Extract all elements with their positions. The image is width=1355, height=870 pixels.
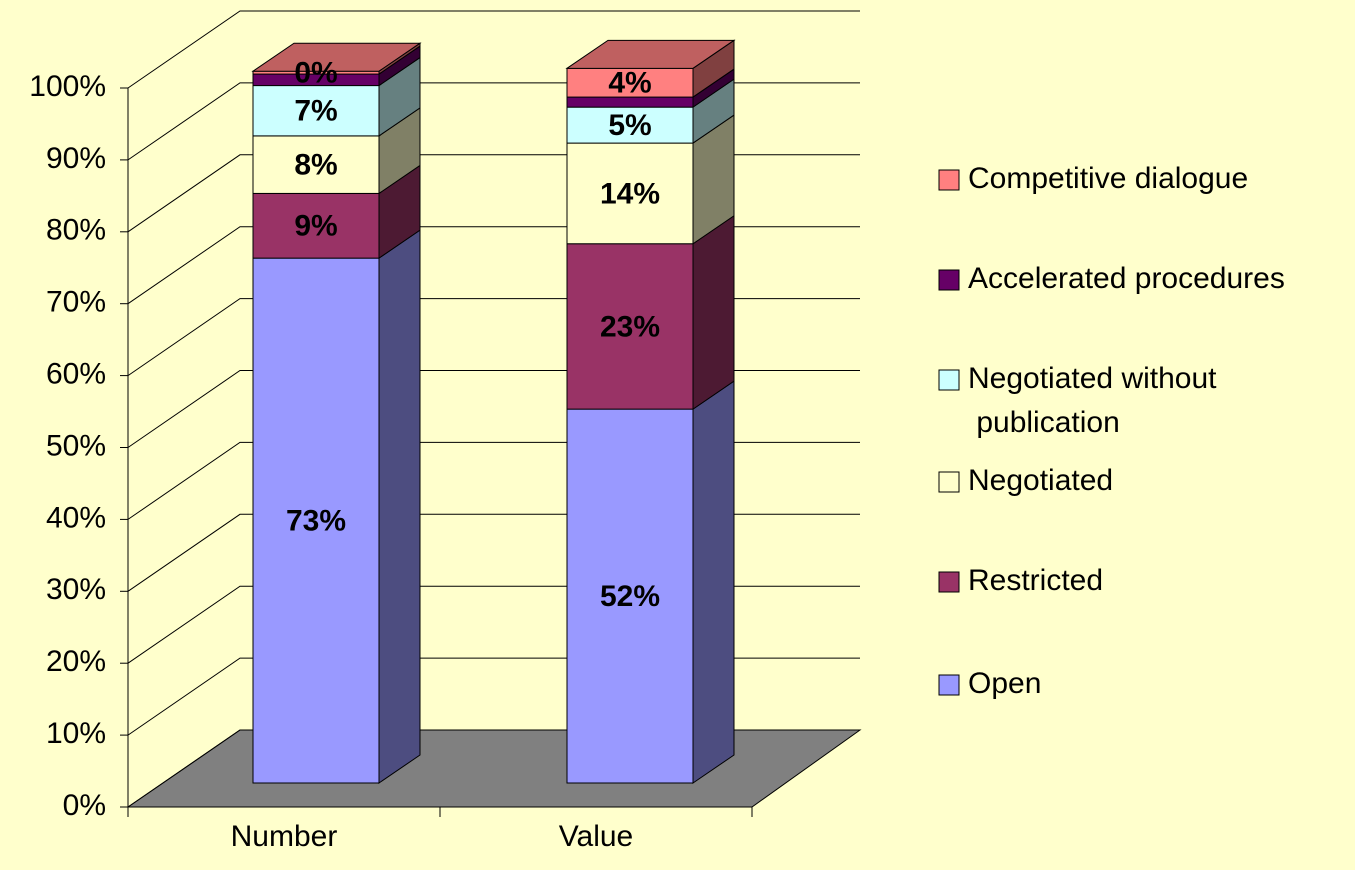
y-tick-label: 50% [46, 429, 106, 462]
legend-swatch [938, 571, 960, 593]
legend-swatch [938, 471, 960, 493]
x-tick-label: Number [231, 820, 338, 853]
data-label: 5% [608, 109, 651, 142]
legend-swatch [938, 269, 960, 291]
y-tick-label: 80% [46, 214, 106, 247]
bar [252, 85, 380, 137]
bar [566, 408, 694, 784]
y-tick-label: 20% [46, 645, 106, 678]
y-tick-label: 40% [46, 501, 106, 534]
data-label: 23% [600, 310, 660, 343]
legend-swatch [938, 369, 960, 391]
bar-side [692, 214, 735, 411]
y-tick-label: 70% [46, 286, 106, 319]
bar-side [692, 380, 735, 784]
legend-label-line: publication [968, 406, 1120, 439]
bar [566, 106, 694, 144]
floor [126, 729, 862, 808]
data-label: 9% [294, 210, 337, 243]
legend-swatch [938, 674, 960, 696]
y-tick-label: 100% [29, 70, 106, 103]
bar-side [378, 229, 421, 784]
bar [252, 135, 380, 194]
data-label: 52% [600, 580, 660, 613]
data-label: 14% [600, 177, 660, 210]
grid-line [127, 10, 860, 89]
y-tick-label: 30% [46, 573, 106, 606]
legend-label: Restricted [968, 564, 1103, 597]
bar [566, 142, 694, 245]
y-tick-label: 0% [63, 789, 106, 822]
y-tick-label: 10% [46, 717, 106, 750]
data-label: 0% [294, 57, 337, 90]
legend-label: Open [968, 667, 1041, 700]
bar-top [565, 39, 736, 69]
legend-label: Negotiated without publication [968, 362, 1217, 439]
legend-label: Accelerated procedures [968, 262, 1285, 295]
data-label: 73% [286, 504, 346, 537]
legend-swatch [938, 169, 960, 191]
legend-label: Competitive dialogue [968, 162, 1248, 195]
data-label: 7% [294, 95, 337, 128]
bar [252, 257, 380, 784]
legend-label: Negotiated [968, 464, 1113, 497]
bar [566, 243, 694, 410]
x-tick-label: Value [559, 820, 634, 853]
data-label: 8% [294, 149, 337, 182]
data-label: 4% [608, 67, 651, 100]
y-tick-label: 90% [46, 142, 106, 175]
bar-top [251, 42, 422, 72]
legend-label-line: Negotiated without [968, 362, 1217, 395]
y-tick-label: 60% [46, 358, 106, 391]
bar [566, 67, 694, 98]
